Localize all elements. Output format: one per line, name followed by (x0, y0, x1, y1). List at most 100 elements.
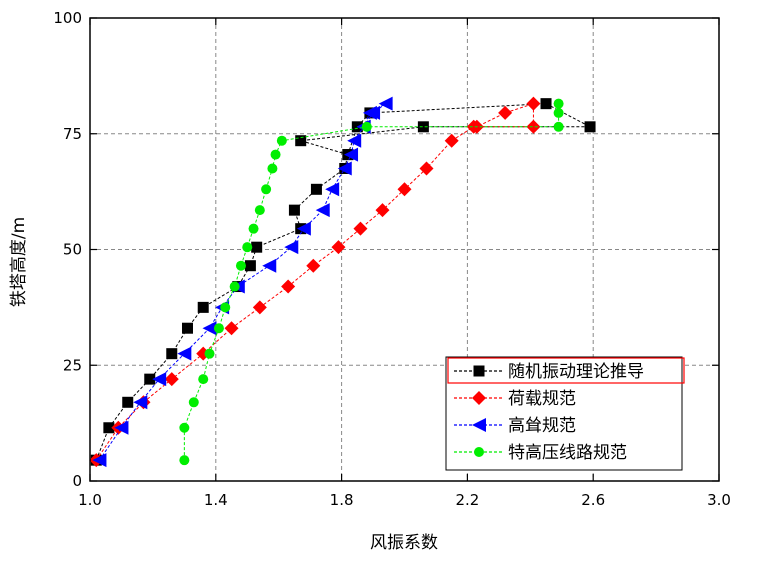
data-point (584, 121, 596, 133)
y-tick-label: 25 (63, 356, 82, 374)
data-point (122, 396, 134, 408)
data-point (179, 455, 190, 466)
tick-labels: 1.0 1.4 1.8 2.2 2.6 3.0 0 25 50 75 100 (53, 9, 731, 509)
data-point (197, 301, 209, 313)
legend-marker (473, 365, 485, 377)
legend-box (445, 356, 683, 471)
y-tick-label: 75 (63, 125, 82, 143)
data-point (526, 96, 541, 111)
data-point (164, 372, 179, 387)
data-point (204, 348, 215, 359)
y-tick-label: 0 (72, 472, 82, 490)
data-point (252, 300, 267, 315)
y-axis-label: 铁塔高度/m (9, 217, 29, 307)
data-point (152, 372, 167, 387)
x-tick-label: 2.2 (455, 491, 479, 509)
data-point (261, 184, 272, 195)
data-point (553, 98, 564, 109)
data-point (248, 223, 259, 234)
data-point (114, 420, 129, 435)
axis-ticks (89, 17, 720, 482)
data-point (347, 133, 362, 148)
x-tick-label: 2.6 (581, 491, 605, 509)
x-axis-label: 风振系数 (370, 533, 438, 553)
data-point (526, 119, 541, 134)
data-point (295, 135, 307, 147)
series-line (183, 103, 560, 461)
data-point (220, 302, 231, 313)
legend-selection-outline (447, 357, 685, 384)
series-line (95, 102, 534, 461)
data-point (353, 221, 368, 236)
data-point (133, 395, 148, 410)
data-point (366, 105, 381, 120)
data-point (92, 453, 107, 468)
data-point (242, 242, 253, 253)
data-point (310, 183, 322, 195)
data-point (198, 374, 209, 385)
data-point (288, 204, 300, 216)
legend-marker (472, 418, 486, 432)
data-point (325, 182, 340, 197)
data-point (181, 322, 193, 334)
data-point (103, 422, 115, 434)
series-3 (179, 98, 564, 466)
data-point (281, 279, 296, 294)
data-point (378, 96, 393, 111)
data-point (202, 321, 217, 336)
x-tick-label: 1.4 (204, 491, 228, 509)
data-point (444, 133, 459, 148)
data-point (553, 107, 564, 118)
data-point (179, 422, 190, 433)
legend-item: 特高压线路规范 (454, 443, 627, 463)
data-point (270, 149, 281, 160)
legend-item: 高耸规范 (454, 416, 576, 436)
x-tick-label: 1.8 (330, 491, 354, 509)
data-point (540, 98, 552, 110)
data-point (267, 163, 278, 174)
x-tick-label: 1.0 (78, 491, 102, 509)
y-tick-label: 100 (53, 9, 82, 27)
data-point (213, 323, 224, 334)
data-point (244, 260, 256, 272)
data-point (251, 241, 263, 253)
data-point (331, 240, 346, 255)
legend-marker (472, 391, 486, 405)
legend-label: 特高压线路规范 (508, 443, 627, 463)
data-point (344, 147, 359, 162)
legend-label: 高耸规范 (508, 416, 576, 436)
data-point (375, 203, 390, 218)
data-point (284, 240, 299, 255)
series-line (95, 103, 591, 461)
data-point (229, 281, 240, 292)
data-point (254, 205, 265, 216)
data-point (188, 397, 199, 408)
data-point (417, 121, 429, 133)
data-point (224, 321, 239, 336)
data-point (397, 182, 412, 197)
y-tick-label: 50 (63, 241, 82, 259)
legend-label: 荷载规范 (508, 389, 576, 409)
series-2 (92, 96, 393, 468)
data-point (166, 348, 178, 360)
data-point (553, 121, 564, 132)
data-point (498, 105, 513, 120)
legend-item: 随机振动理论推导 (454, 362, 644, 382)
legend-label: 随机振动理论推导 (508, 362, 644, 382)
x-tick-label: 3.0 (707, 491, 731, 509)
data-point (144, 373, 156, 385)
data-point (306, 258, 321, 273)
data-point (296, 221, 311, 236)
data-point (315, 203, 330, 218)
data-point (262, 258, 277, 273)
series-layer (89, 96, 596, 468)
data-point (177, 346, 192, 361)
data-point (235, 260, 246, 271)
data-point (337, 161, 352, 176)
legend-marker (474, 447, 484, 457)
data-point (419, 161, 434, 176)
legend-item: 荷载规范 (454, 389, 576, 409)
